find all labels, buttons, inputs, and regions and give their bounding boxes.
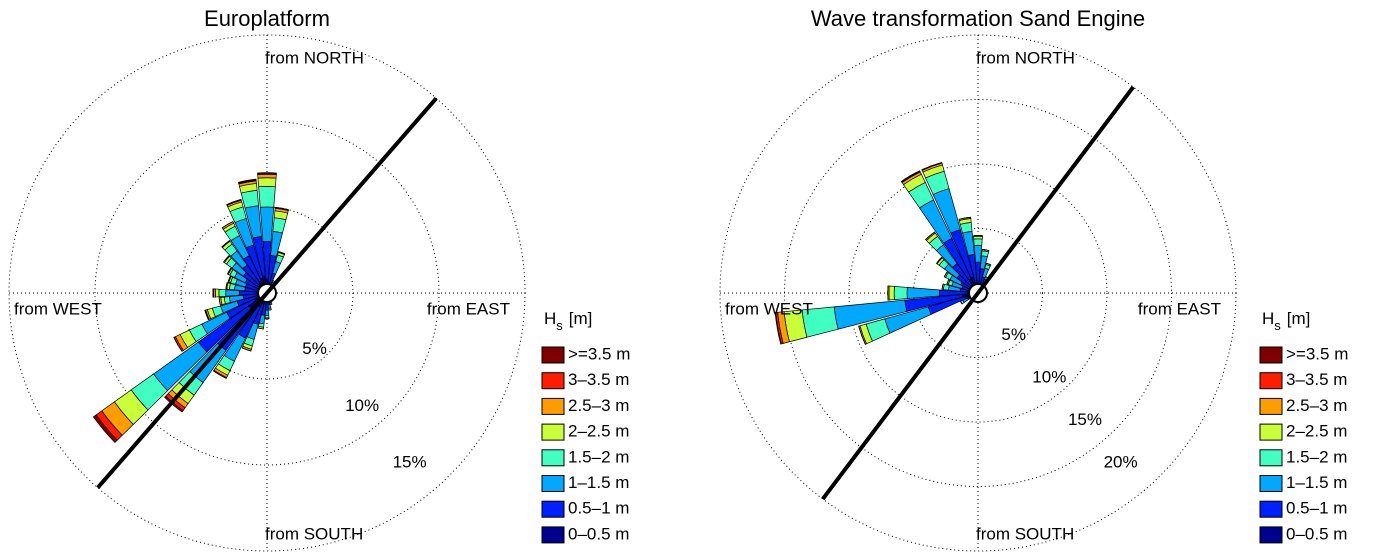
sector-segment (204, 310, 209, 320)
legend-title-sub: s (1274, 318, 1281, 333)
direction-label: from NORTH (976, 48, 1075, 67)
legend-swatch (1259, 500, 1283, 518)
legend-swatch (541, 372, 565, 390)
chart-title: Europlatform (204, 6, 330, 31)
legend-swatch (1259, 526, 1283, 544)
legend-label: 0–0.5 m (568, 524, 629, 543)
sector-segment (973, 238, 983, 246)
legend-title-unit: [m] (569, 309, 593, 328)
r-tick-label: 20% (1104, 452, 1138, 471)
direction-label: from WEST (725, 299, 813, 318)
legend-swatch (541, 449, 565, 467)
sector-segment (164, 395, 184, 413)
grid-ring (8, 34, 526, 552)
legend-swatch (541, 526, 565, 544)
sector-segment (240, 189, 259, 209)
direction-label: from SOUTH (976, 524, 1074, 543)
sector-segment (92, 414, 118, 443)
sector-segment (893, 286, 908, 300)
legend-swatch (1259, 346, 1283, 364)
chart-title: Wave transformation Sand Engine (811, 6, 1145, 31)
legend-label: >=3.5 m (568, 344, 630, 363)
legend-label: 1.5–2 m (1286, 447, 1347, 466)
legend-title-main: H (1262, 309, 1274, 328)
sector-segment (272, 217, 287, 234)
legend-label: 1–1.5 m (1286, 473, 1347, 492)
sector-segment (958, 216, 971, 220)
sector-segment (227, 276, 231, 283)
legend-label: 1.5–2 m (568, 447, 629, 466)
legend-swatch (541, 500, 565, 518)
sector-segment (237, 178, 257, 184)
sector-segment (173, 337, 183, 352)
legend-swatch (1259, 423, 1283, 441)
r-tick-label: 15% (393, 452, 427, 471)
r-tick-label: 10% (345, 396, 379, 415)
sector-segment (264, 314, 270, 319)
legend-label: 3–3.5 m (568, 370, 629, 389)
wave-rose: Wave transformation Sand Engine 5% 10% 15% 2… (719, 6, 1348, 552)
legend-label: 1–1.5 m (568, 473, 629, 492)
sector-segment (258, 186, 276, 208)
legend-label: 0–0.5 m (1286, 524, 1347, 543)
grid-ring (719, 34, 1237, 552)
sector-segment (900, 170, 921, 183)
sector-segment (936, 257, 942, 264)
r-tick-label: 10% (1032, 367, 1066, 386)
legend-label: 0.5–1 m (1286, 499, 1347, 518)
legend-title-main: H (544, 309, 556, 328)
direction-label: from NORTH (265, 48, 364, 67)
legend-title-unit: [m] (1287, 309, 1311, 328)
sector-segment (225, 289, 240, 297)
sector-segment (259, 206, 275, 242)
legend-title: Hs [m] (1262, 309, 1310, 333)
legend-label: 2.5–3 m (568, 396, 629, 415)
legend-swatch (541, 423, 565, 441)
wave-rose: Europlatform 5% 10% 15% from NORTH from SOUTH… (8, 6, 630, 552)
sector-segment (257, 173, 277, 179)
legend-swatch (541, 397, 565, 415)
sector-segment (943, 271, 948, 278)
sector-segment (218, 288, 227, 298)
legend-label: 2–2.5 m (568, 422, 629, 441)
legend-swatch (541, 346, 565, 364)
r-tick-label: 5% (1001, 325, 1026, 344)
r-tick-label: 5% (302, 339, 327, 358)
legend-label: >=3.5 m (1286, 344, 1348, 363)
sector-segment (257, 177, 277, 188)
legend-swatch (1259, 475, 1283, 492)
legend-label: 0.5–1 m (568, 499, 629, 518)
r-tick-label: 15% (1068, 410, 1102, 429)
legend-label: 2–2.5 m (1286, 422, 1347, 441)
shoreline (96, 96, 438, 490)
sector-segment (973, 244, 983, 263)
legend-title-sub: s (556, 318, 563, 333)
legend-swatch (1259, 397, 1283, 415)
direction-label: from EAST (1138, 299, 1221, 318)
grid-ring (94, 120, 440, 466)
legend-swatch (1259, 449, 1283, 467)
legend-swatch (1259, 372, 1283, 390)
sector-segment (218, 297, 221, 306)
legend-title: Hs [m] (544, 309, 592, 333)
grid-ring (913, 228, 1043, 358)
direction-label: from WEST (14, 299, 102, 318)
sector-segment (264, 309, 270, 316)
sector-segment (774, 312, 782, 345)
legend-label: 3–3.5 m (1286, 370, 1347, 389)
shoreline (821, 85, 1135, 501)
sector-segment (215, 288, 220, 298)
grid-ring (848, 163, 1108, 423)
sector-segment (888, 285, 895, 301)
legend-label: 2.5–3 m (1286, 396, 1347, 415)
sector-segment (858, 326, 866, 345)
sector-segment (223, 255, 230, 263)
grid-ring (784, 99, 1172, 487)
sector-segment (257, 172, 277, 175)
direction-label: from SOUTH (265, 524, 363, 543)
legend-swatch (541, 475, 565, 492)
direction-label: from EAST (427, 299, 510, 318)
